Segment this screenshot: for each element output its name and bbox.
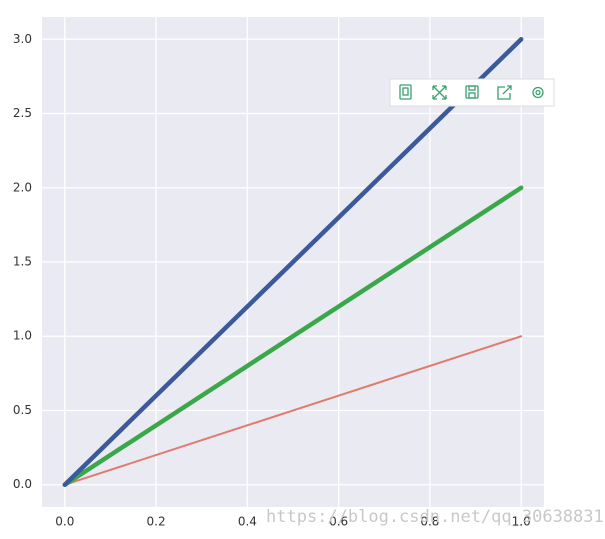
toolbar-button[interactable] xyxy=(465,85,479,99)
y-tick-label: 3.0 xyxy=(13,32,32,46)
line-series xyxy=(63,335,523,486)
y-tick-label: 2.5 xyxy=(13,106,32,120)
x-tick-label: 0.4 xyxy=(238,515,257,529)
toolbar-button[interactable] xyxy=(399,84,412,100)
y-tick-label: 2.0 xyxy=(13,180,32,194)
tick-labels: 0.0 0.2 0.4 0.6 0.8 1.0 0.0 0.5 1.0 1.5 2.0 2.5 3.0 xyxy=(13,32,531,529)
toolbar-button[interactable] xyxy=(532,86,544,99)
x-tick-label: 0.0 xyxy=(55,515,74,529)
line-series xyxy=(62,185,524,487)
line-series xyxy=(62,37,524,487)
toolbar xyxy=(389,78,555,107)
y-tick-label: 1.5 xyxy=(13,255,32,269)
toolbar-button[interactable] xyxy=(432,85,447,100)
toolbar-button[interactable] xyxy=(497,85,512,100)
lines xyxy=(62,37,524,487)
y-tick-label: 1.0 xyxy=(13,329,32,343)
x-tick-label: 1.0 xyxy=(512,515,531,529)
y-tick-label: 0.5 xyxy=(13,403,32,417)
watermark: https://blog.csdn.net/qq_30638831 xyxy=(266,507,604,527)
y-tick-label: 0.0 xyxy=(13,477,32,491)
x-tick-label: 0.2 xyxy=(147,515,166,529)
x-tick-label: 0.6 xyxy=(329,515,348,529)
x-tick-label: 0.8 xyxy=(420,515,439,529)
